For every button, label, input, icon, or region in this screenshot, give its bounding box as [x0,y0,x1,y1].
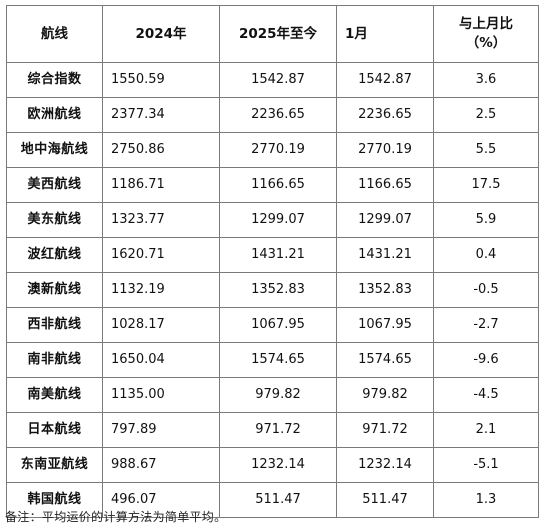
freight-index-table: 航线 2024年 2025年至今 1月 与上月比 （%） 综合指数 1550.59… [6,5,539,518]
cell-2025-ytd: 1067.95 [219,307,337,343]
cell-2025-ytd: 1431.21 [219,237,337,273]
cell-january: 1574.65 [336,342,434,378]
table-row: 美西航线 1186.71 1166.65 1166.65 17.5 [6,167,539,203]
cell-month-change: -5.1 [433,447,539,483]
table-row: 地中海航线 2750.86 2770.19 2770.19 5.5 [6,132,539,168]
cell-january: 1352.83 [336,272,434,308]
cell-month-change: 3.6 [433,62,539,98]
table-body: 综合指数 1550.59 1542.87 1542.87 3.6 欧洲航线 2377.34 2… [6,62,539,518]
table-row: 南非航线 1650.04 1574.65 1574.65 -9.6 [6,342,539,378]
cell-month-change: 1.3 [433,482,539,518]
table-row: 日本航线 797.89 971.72 971.72 2.1 [6,412,539,448]
cell-january: 1067.95 [336,307,434,343]
header-2025-ytd: 2025年至今 [219,5,337,63]
cell-route: 欧洲航线 [6,97,103,133]
cell-2025-ytd: 1299.07 [219,202,337,238]
cell-january: 1431.21 [336,237,434,273]
cell-2025-ytd: 971.72 [219,412,337,448]
cell-2024: 496.07 [102,482,220,518]
header-month-change: 与上月比 （%） [433,5,539,63]
cell-january: 1232.14 [336,447,434,483]
freight-index-table-container: 航线 2024年 2025年至今 1月 与上月比 （%） 综合指数 1550.59… [6,5,539,518]
cell-2025-ytd: 1542.87 [219,62,337,98]
cell-january: 2236.65 [336,97,434,133]
cell-route: 南非航线 [6,342,103,378]
table-row: 澳新航线 1132.19 1352.83 1352.83 -0.5 [6,272,539,308]
table-row: 南美航线 1135.00 979.82 979.82 -4.5 [6,377,539,413]
cell-2024: 1323.77 [102,202,220,238]
cell-2024: 988.67 [102,447,220,483]
cell-2025-ytd: 1232.14 [219,447,337,483]
cell-route: 综合指数 [6,62,103,98]
cell-route: 地中海航线 [6,132,103,168]
cell-2025-ytd: 2770.19 [219,132,337,168]
cell-route: 韩国航线 [6,482,103,518]
cell-january: 1542.87 [336,62,434,98]
cell-month-change: 5.9 [433,202,539,238]
cell-january: 1299.07 [336,202,434,238]
cell-2024: 1650.04 [102,342,220,378]
header-2024: 2024年 [102,5,220,63]
cell-month-change: -4.5 [433,377,539,413]
cell-2024: 1186.71 [102,167,220,203]
table-row: 韩国航线 496.07 511.47 511.47 1.3 [6,482,539,518]
header-month-change-line2: （%） [465,35,507,51]
table-header-row: 航线 2024年 2025年至今 1月 与上月比 （%） [6,5,539,63]
cell-january: 971.72 [336,412,434,448]
cell-2024: 2377.34 [102,97,220,133]
table-row: 西非航线 1028.17 1067.95 1067.95 -2.7 [6,307,539,343]
table-row: 综合指数 1550.59 1542.87 1542.87 3.6 [6,62,539,98]
cell-month-change: 5.5 [433,132,539,168]
cell-month-change: -2.7 [433,307,539,343]
cell-2024: 1028.17 [102,307,220,343]
cell-month-change: -0.5 [433,272,539,308]
cell-month-change: 2.1 [433,412,539,448]
table-row: 欧洲航线 2377.34 2236.65 2236.65 2.5 [6,97,539,133]
cell-route: 澳新航线 [6,272,103,308]
cell-month-change: 0.4 [433,237,539,273]
cell-month-change: 17.5 [433,167,539,203]
cell-2024: 1620.71 [102,237,220,273]
table-row: 波红航线 1620.71 1431.21 1431.21 0.4 [6,237,539,273]
cell-route: 南美航线 [6,377,103,413]
cell-route: 波红航线 [6,237,103,273]
cell-2025-ytd: 979.82 [219,377,337,413]
cell-month-change: 2.5 [433,97,539,133]
cell-route: 东南亚航线 [6,447,103,483]
cell-2025-ytd: 2236.65 [219,97,337,133]
cell-2025-ytd: 1574.65 [219,342,337,378]
cell-2024: 2750.86 [102,132,220,168]
cell-route: 美东航线 [6,202,103,238]
cell-2024: 1135.00 [102,377,220,413]
cell-2025-ytd: 1166.65 [219,167,337,203]
cell-2025-ytd: 511.47 [219,482,337,518]
cell-january: 1166.65 [336,167,434,203]
cell-2024: 1550.59 [102,62,220,98]
table-row: 美东航线 1323.77 1299.07 1299.07 5.9 [6,202,539,238]
cell-january: 979.82 [336,377,434,413]
cell-2024: 797.89 [102,412,220,448]
cell-route: 日本航线 [6,412,103,448]
header-month-change-line1: 与上月比 [459,16,513,32]
header-january: 1月 [336,5,434,63]
cell-january: 511.47 [336,482,434,518]
cell-route: 美西航线 [6,167,103,203]
cell-route: 西非航线 [6,307,103,343]
cell-2024: 1132.19 [102,272,220,308]
cell-2025-ytd: 1352.83 [219,272,337,308]
cell-january: 2770.19 [336,132,434,168]
cell-month-change: -9.6 [433,342,539,378]
header-route: 航线 [6,5,103,63]
footnote: 备注：平均运价的计算方法为简单平均。 [5,510,227,524]
table-row: 东南亚航线 988.67 1232.14 1232.14 -5.1 [6,447,539,483]
